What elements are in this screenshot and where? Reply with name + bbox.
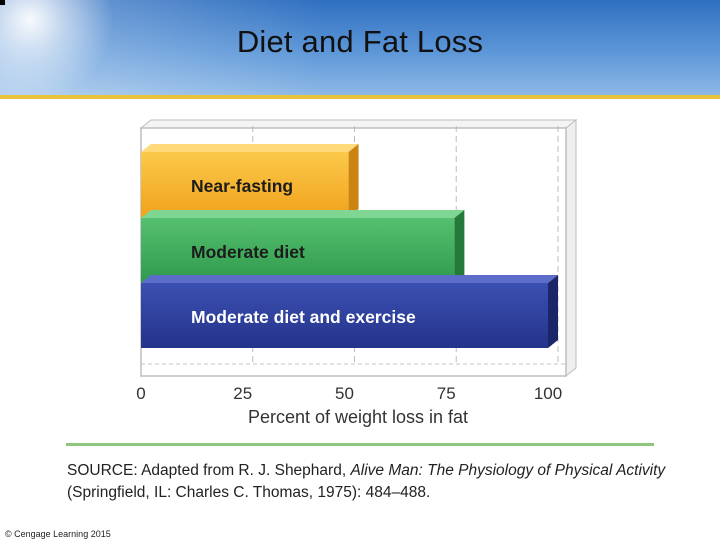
corner-mark bbox=[0, 0, 5, 5]
bar-side-face bbox=[348, 144, 359, 217]
sun-glare bbox=[0, 0, 120, 95]
bar bbox=[141, 218, 455, 283]
bar-top-face bbox=[141, 210, 465, 218]
bar bbox=[141, 152, 349, 217]
header-stripe bbox=[0, 95, 720, 99]
bar-top-face bbox=[141, 144, 359, 152]
x-tick-label: 50 bbox=[335, 384, 354, 403]
slide-header bbox=[0, 0, 720, 95]
bar-chart: Near-fasting Moderate diet Moderate diet a… bbox=[136, 118, 578, 427]
source-book-title: Alive Man: The Physiology of Physical Ac… bbox=[350, 462, 666, 479]
divider-line bbox=[66, 443, 654, 446]
bar bbox=[141, 283, 548, 348]
bar-top-face bbox=[141, 275, 558, 283]
source-prefix: SOURCE: Adapted from R. J. Shephard, bbox=[67, 462, 351, 479]
bar-label: Moderate diet and exercise bbox=[191, 307, 416, 327]
x-tick-label: 25 bbox=[233, 384, 252, 403]
x-tick-label: 75 bbox=[437, 384, 456, 403]
header-glow bbox=[0, 0, 720, 95]
slide-title: Diet and Fat Loss bbox=[236, 24, 484, 59]
chart-frame-side bbox=[565, 118, 577, 378]
x-tick-label: 0 bbox=[136, 384, 145, 403]
bar-side-face bbox=[548, 275, 558, 348]
x-axis-label: Percent of weight loss in fat bbox=[248, 407, 468, 427]
bar-side-face bbox=[454, 210, 465, 283]
source-suffix: (Springfield, IL: Charles C. Thomas, 197… bbox=[67, 484, 431, 501]
x-tick-label: 100 bbox=[534, 384, 562, 403]
bar-label: Moderate diet bbox=[191, 242, 305, 262]
source-citation: SOURCE: Adapted from R. J. Shephard, Ali… bbox=[67, 460, 667, 504]
copyright-notice: © Cengage Learning 2015 bbox=[5, 529, 111, 539]
chart-frame-top bbox=[139, 119, 578, 129]
bar-label: Near-fasting bbox=[191, 176, 293, 196]
